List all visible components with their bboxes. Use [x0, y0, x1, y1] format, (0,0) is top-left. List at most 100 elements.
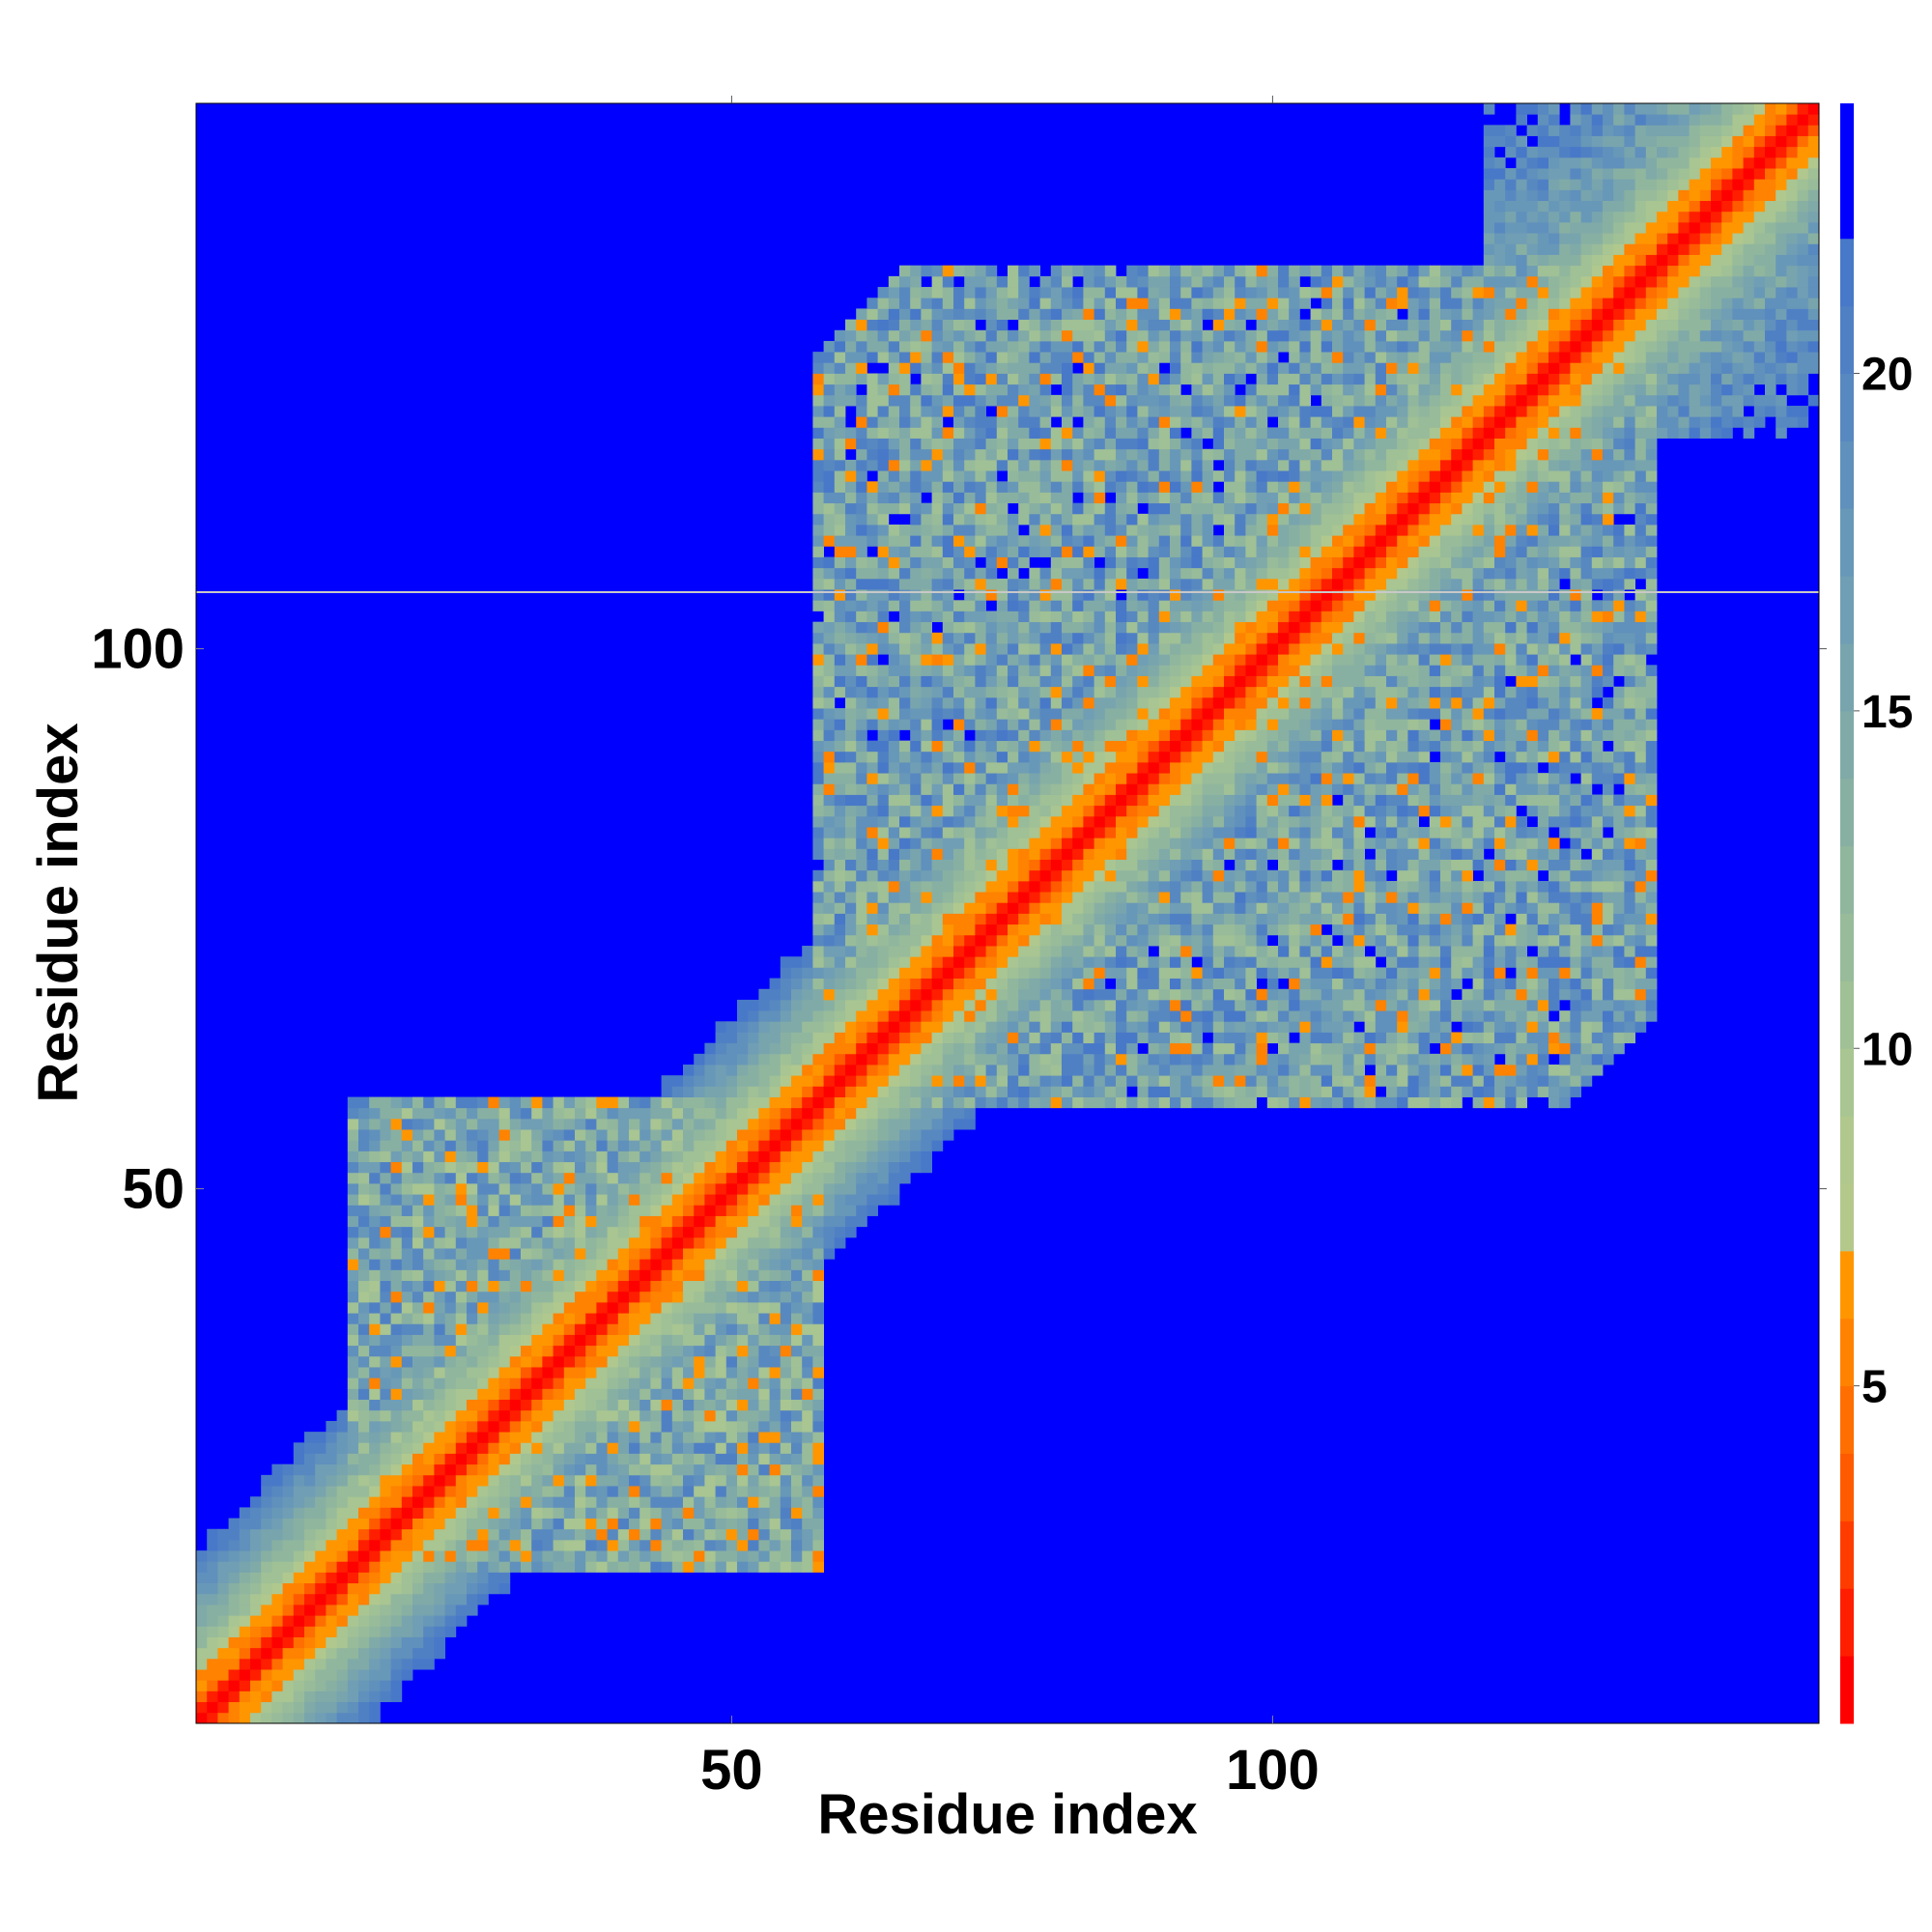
heatmap-cell [467, 1367, 478, 1378]
heatmap-cell [390, 1680, 403, 1691]
heatmap-cell [985, 1053, 998, 1065]
heatmap-cell [975, 1075, 986, 1087]
heatmap-cell [531, 1215, 543, 1228]
heatmap-cell [250, 1507, 262, 1519]
heatmap-cell [217, 1658, 229, 1670]
heatmap-cell [617, 1280, 630, 1293]
heatmap-cell [694, 1096, 705, 1109]
heatmap-cell [888, 1118, 900, 1130]
heatmap-cell [877, 783, 890, 795]
heatmap-cell [1083, 892, 1094, 903]
heatmap-cell [942, 815, 954, 828]
heatmap-cell [271, 1647, 283, 1660]
heatmap-cell [1072, 805, 1084, 817]
heatmap-cell [629, 1236, 640, 1249]
heatmap-cell [575, 1140, 586, 1151]
heatmap-cell [488, 1301, 499, 1314]
heatmap-cell [1029, 427, 1040, 439]
heatmap-cell [1029, 978, 1040, 990]
heatmap-cell [563, 1432, 576, 1443]
heatmap-cell [369, 1680, 381, 1691]
heatmap-cell [845, 611, 857, 623]
heatmap-cell [629, 1269, 640, 1282]
heatmap-cell [758, 1345, 770, 1357]
heatmap-cell [1018, 416, 1030, 428]
heatmap-cell [369, 1486, 381, 1497]
heatmap-cell [607, 1291, 619, 1303]
heatmap-cell [748, 1561, 759, 1573]
heatmap-cell [521, 1409, 532, 1422]
heatmap-cell [1126, 438, 1138, 450]
heatmap-cell [261, 1518, 272, 1530]
heatmap-cell [585, 1107, 597, 1120]
heatmap-cell [369, 1712, 381, 1724]
heatmap-cell [888, 773, 900, 784]
heatmap-cell [953, 696, 965, 709]
heatmap-cell [423, 1539, 435, 1551]
heatmap-cell [358, 1118, 370, 1130]
heatmap-cell [985, 621, 998, 634]
heatmap-cell [1126, 556, 1138, 569]
heatmap-cell [1116, 654, 1127, 666]
heatmap-cell [791, 1021, 803, 1033]
heatmap-cell [671, 1388, 684, 1400]
heatmap-cell [683, 1539, 695, 1551]
heatmap-cell [921, 988, 932, 1001]
heatmap-cell [250, 1582, 262, 1595]
heatmap-cell [315, 1496, 327, 1508]
heatmap-cell [931, 848, 944, 860]
heatmap-cell [650, 1161, 662, 1174]
heatmap-cell [1116, 513, 1127, 526]
heatmap-cell [1148, 708, 1160, 720]
heatmap-cell [921, 946, 932, 957]
heatmap-cell [931, 1086, 944, 1097]
heatmap-cell [434, 1388, 445, 1400]
heatmap-cell [856, 416, 867, 428]
heatmap-cell [315, 1572, 327, 1584]
heatmap-cell [542, 1399, 554, 1411]
heatmap-cell [1083, 481, 1094, 493]
heatmap-cell [802, 946, 813, 957]
heatmap-cell [1126, 946, 1138, 957]
heatmap-cell [737, 1507, 749, 1519]
heatmap-cell [1094, 567, 1106, 580]
heatmap-cell [780, 1205, 792, 1216]
heatmap-cell [715, 1140, 727, 1151]
heatmap-cell [877, 1194, 890, 1206]
heatmap-cell [704, 1161, 716, 1174]
heatmap-cell [791, 1151, 803, 1163]
heatmap-cell [585, 1528, 597, 1541]
heatmap-cell [985, 308, 998, 320]
heatmap-cell [812, 632, 824, 644]
heatmap-cell [358, 1161, 370, 1174]
heatmap-cell [412, 1280, 424, 1293]
heatmap-cell [823, 751, 836, 763]
heatmap-cell [921, 427, 932, 439]
heatmap-cell [888, 815, 900, 828]
heatmap-cell [509, 1550, 522, 1562]
heatmap-cell [996, 611, 1009, 623]
heatmap-cell [725, 1194, 738, 1206]
heatmap-cell [347, 1096, 359, 1109]
heatmap-cell [1018, 675, 1030, 688]
heatmap-cell [563, 1388, 576, 1400]
heatmap-cell [791, 1378, 803, 1389]
heatmap-cell [326, 1496, 337, 1508]
heatmap-cell [1008, 999, 1019, 1011]
heatmap-cell [542, 1334, 554, 1347]
heatmap-cell [1029, 448, 1040, 461]
heatmap-cell [1083, 502, 1094, 515]
heatmap-cell [596, 1161, 608, 1174]
heatmap-cell [607, 1323, 619, 1335]
heatmap-cell [931, 578, 944, 590]
heatmap-cell [1083, 492, 1094, 504]
heatmap-cell [791, 1453, 803, 1465]
heatmap-cell [563, 1215, 576, 1228]
heatmap-cell [715, 1215, 727, 1228]
heatmap-cell [358, 1334, 370, 1347]
heatmap-cell [1062, 1032, 1073, 1044]
heatmap-cell [931, 719, 944, 730]
heatmap-cell [812, 1226, 824, 1238]
heatmap-cell [390, 1301, 403, 1314]
heatmap-cell [704, 1507, 716, 1519]
